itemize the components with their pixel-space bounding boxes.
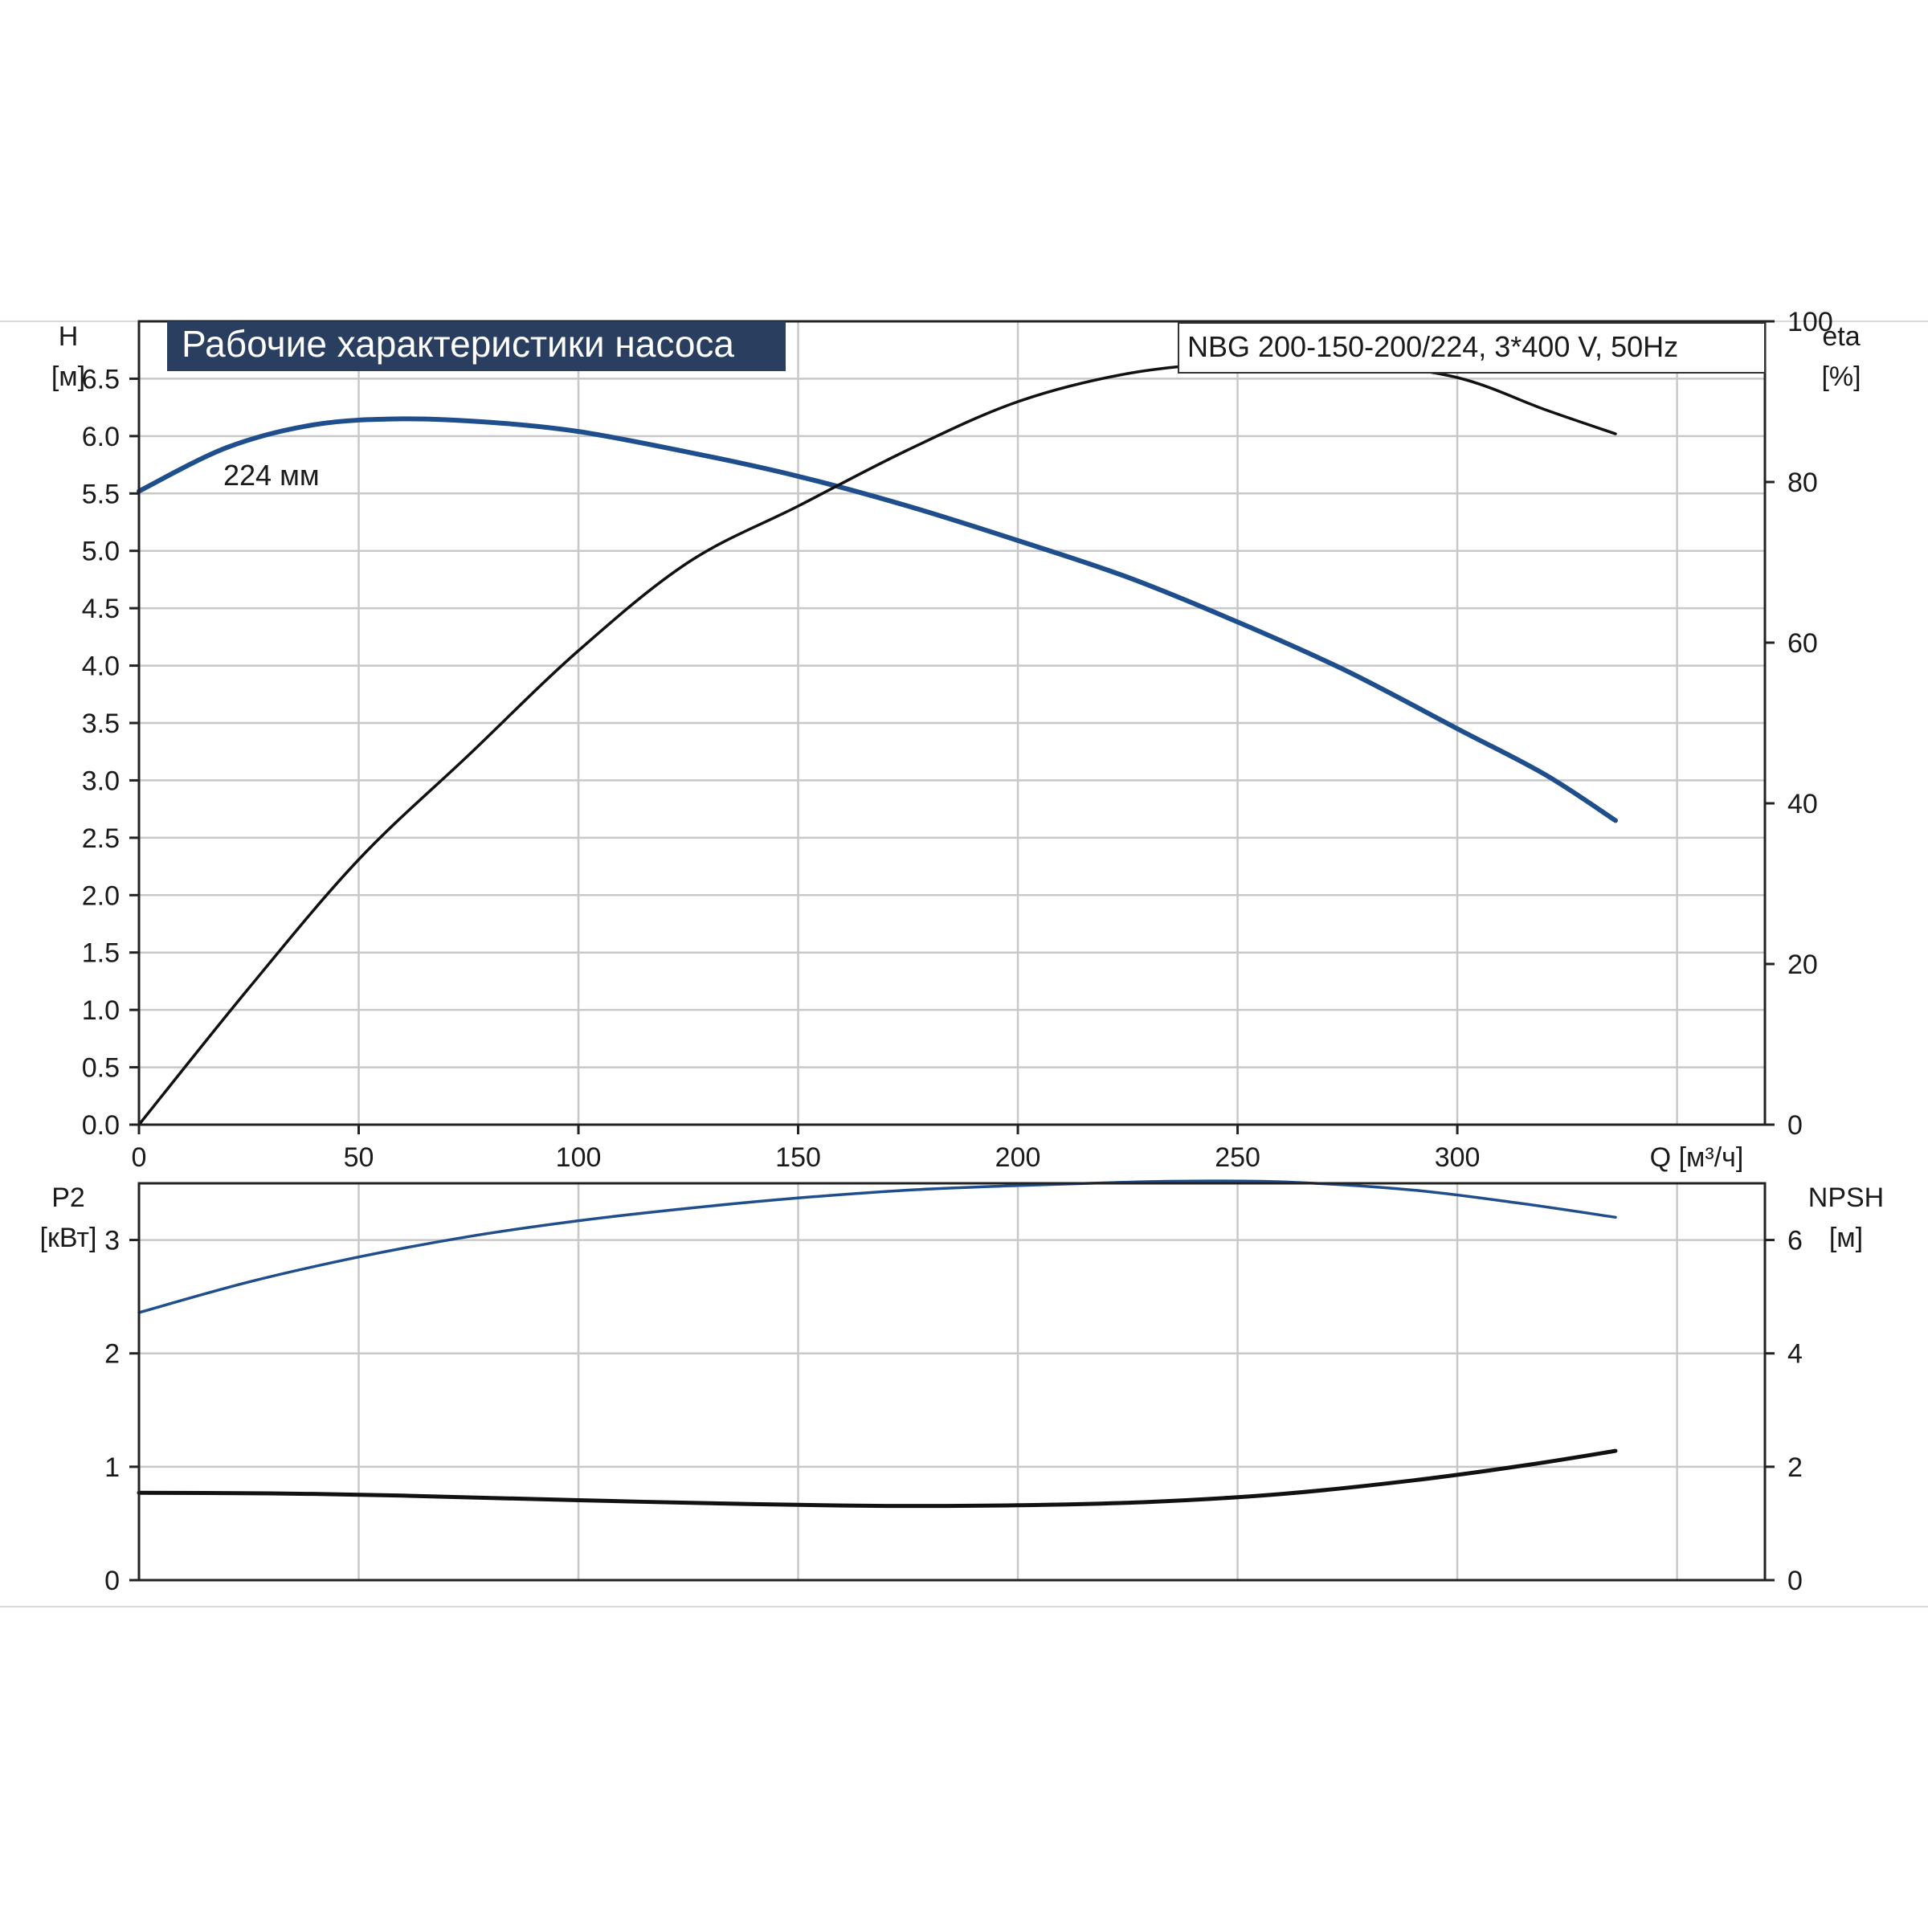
x-tick-label: 250 [1215,1142,1260,1173]
y-left-tick-label: 3.5 [82,709,120,739]
h-axis-name: H [59,321,79,352]
y-right-tick-label: 6 [1787,1226,1803,1256]
y-right-tick-label: 20 [1787,950,1818,980]
x-tick-label: 50 [344,1142,374,1173]
eta-axis-name: eta [1822,321,1860,352]
y-left-tick-label: 4.5 [82,594,120,624]
y-right-tick-label: 40 [1787,789,1818,819]
model-label: NBG 200-150-200/224, 3*400 V, 50Hz [1187,330,1678,363]
title-box [167,321,786,371]
y-right-tick-label: 4 [1787,1339,1803,1370]
y-right-tick-label: 100 [1787,307,1833,337]
y-left-tick-label: 1.0 [82,995,120,1026]
series-line-head [137,416,1618,823]
x-tick-label: 300 [1435,1142,1481,1173]
y-left-tick-label: 3 [104,1226,120,1256]
grid-layer [139,321,1765,1580]
curve-layer [137,357,1618,1509]
y-left-tick-label: 0 [104,1566,120,1596]
x-tick-label: 100 [556,1142,602,1173]
plot-frame [137,1182,1767,1582]
y-right-tick-label: 2 [1787,1452,1803,1483]
eta-axis-unit: [%] [1821,361,1861,392]
y-right-tick-label: 80 [1787,468,1818,498]
y-left-tick-label: 5.0 [82,537,120,567]
npsh-axis-name: NPSH [1808,1182,1884,1213]
p2-axis-name: P2 [51,1182,85,1213]
x-tick-label: 0 [132,1142,147,1173]
y-left-tick-label: 1 [104,1452,120,1483]
series-line-power [137,1179,1617,1314]
plot-frame [137,320,1767,1126]
chart-title: Рабочие характеристики насоса [182,323,734,365]
y-left-tick-label: 3.0 [82,766,120,796]
y-left-tick-label: 2.5 [82,823,120,854]
y-left-tick-label: 1.5 [82,938,120,969]
y-left-tick-label: 5.5 [82,479,120,509]
y-left-tick-label: 6.5 [82,364,120,394]
x-tick-label: 200 [995,1142,1041,1173]
y-left-tick-label: 0.0 [82,1110,120,1141]
impeller-label: 224 мм [223,459,320,492]
y-right-tick-label: 60 [1787,628,1818,659]
q-axis-label: Q [м³/ч] [1650,1142,1744,1173]
y-left-tick-label: 6.0 [82,422,120,452]
h-axis-unit: [м] [51,361,85,392]
y-left-tick-label: 4.0 [82,651,120,682]
y-left-tick-label: 2 [104,1339,120,1370]
y-left-tick-label: 2.0 [82,880,120,911]
x-tick-label: 150 [775,1142,821,1173]
p2-axis-unit: [кВт] [40,1223,97,1253]
model-box [1178,322,1766,374]
y-right-tick-label: 0 [1787,1110,1803,1141]
y-right-tick-label: 0 [1787,1566,1803,1596]
series-line-npsh [137,1448,1618,1509]
npsh-axis-unit: [м] [1829,1223,1863,1253]
axis-layer: 0.0 0.5 1.0 1.5 2.0 2.5 3.0 3.5 4.0 4.5 5.0 5.5 6.0 6… [82,307,1833,1596]
y-left-tick-label: 0.5 [82,1053,120,1084]
